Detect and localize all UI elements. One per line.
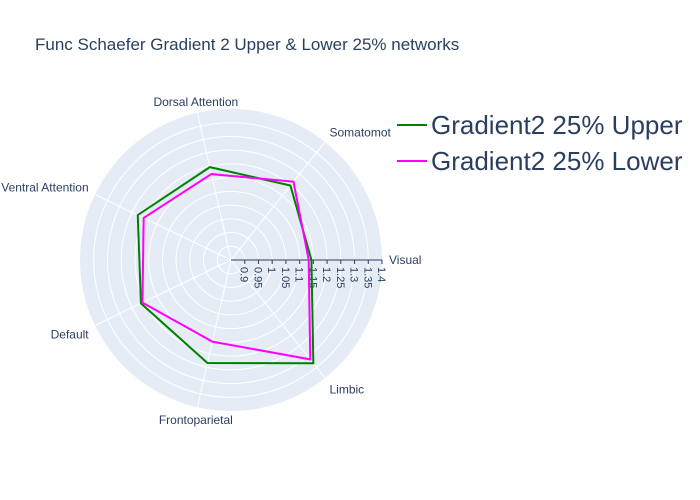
legend[interactable]: Gradient2 25% Upper Gradient2 25% Lower	[397, 110, 683, 176]
category-label: Ventral Attention	[1, 180, 88, 194]
category-label: Somatomot	[330, 125, 392, 139]
legend-item[interactable]: Gradient2 25% Lower	[397, 146, 683, 176]
legend-item[interactable]: Gradient2 25% Upper	[397, 110, 683, 140]
angular-gridline	[230, 141, 326, 261]
radial-tick-label: 0.95	[251, 267, 263, 288]
radial-tick-label: 1.3	[348, 267, 360, 282]
category-label: Default	[51, 328, 90, 342]
angular-gridline	[196, 112, 232, 261]
series-line	[136, 166, 315, 365]
series-line	[141, 173, 312, 361]
radial-tick-label: 1.05	[279, 267, 291, 288]
angular-gridline	[196, 259, 232, 408]
radial-tick-label: 0.9	[238, 267, 250, 282]
legend-label: Gradient2 25% Lower	[431, 146, 683, 176]
radial-tick-label: 1	[265, 267, 277, 273]
angular-gridline	[94, 259, 232, 326]
radial-tick-label: 1.2	[320, 267, 332, 282]
category-label: Limbic	[330, 383, 365, 397]
radial-tick-labels: 0.9 0.95 1 1.05 1.1 1.15 1.2 1.25 1.3 1.35 1.4	[238, 260, 387, 288]
radial-tick-label: 1.1	[293, 267, 305, 282]
category-labels: Visual Somatomot Dorsal Attention Ventral A…	[1, 95, 421, 427]
category-label: Visual	[389, 253, 421, 267]
radial-tick-label: 1.4	[375, 267, 387, 282]
category-label: Frontoparietal	[159, 413, 233, 427]
radial-tick-label: 1.35	[361, 267, 373, 288]
category-label: Dorsal Attention	[153, 95, 238, 109]
angular-gridline	[94, 194, 232, 261]
chart-title: Func Schaefer Gradient 2 Upper & Lower 2…	[35, 35, 459, 54]
legend-label: Gradient2 25% Upper	[431, 110, 683, 140]
radial-tick-label: 1.25	[334, 267, 346, 288]
data-series	[136, 166, 315, 365]
